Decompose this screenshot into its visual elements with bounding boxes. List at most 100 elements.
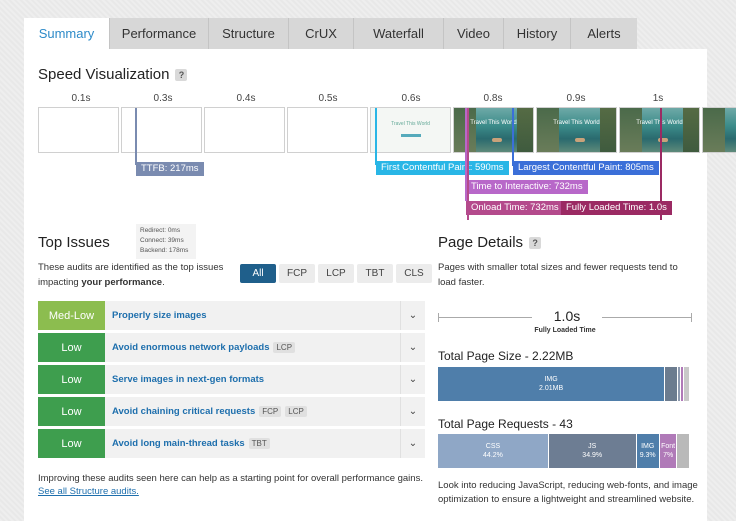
top-issues-footer: Improving these audits seen here can hel…	[38, 473, 423, 484]
fcp-marker-line	[375, 108, 377, 165]
tab-performance[interactable]: Performance	[110, 18, 209, 49]
tab-structure[interactable]: Structure	[209, 18, 289, 49]
chevron-down-icon[interactable]: ⌄	[400, 301, 425, 330]
tab-alerts[interactable]: Alerts	[571, 18, 637, 49]
issue-title-text: Avoid enormous network payloads	[112, 342, 270, 353]
page-details-heading: Page Details	[438, 234, 524, 251]
ttfb-marker[interactable]: TTFB: 217ms	[136, 162, 204, 176]
time-label: 1s	[652, 93, 664, 104]
ttfb-connect: Connect: 39ms	[140, 237, 184, 244]
filmstrip-frame[interactable]: Travel This World	[370, 107, 451, 153]
page-size-bar: IMG 2.01MB	[438, 367, 689, 401]
issue-row[interactable]: Low Avoid enormous network payloads LCP ⌄	[38, 333, 425, 362]
fully-loaded-label: Fully Loaded Time	[534, 327, 596, 334]
filmstrip-frame[interactable]	[204, 107, 285, 153]
summary-panel: Speed Visualization ? 0.1s 0.3s 0.4s 0.5…	[24, 49, 736, 521]
page-size-segment-label: IMG	[544, 376, 558, 383]
chevron-down-icon[interactable]: ⌄	[400, 429, 425, 458]
page-requests-title: Total Page Requests - 43	[438, 417, 573, 431]
fully-loaded-marker-line	[660, 108, 662, 220]
ttfb-marker-line	[135, 108, 137, 165]
tti-marker[interactable]: Time to Interactive: 732ms	[466, 180, 588, 194]
description-text: These audits are identified as the top i…	[38, 262, 224, 288]
page-size-segment[interactable]: IMG 2.01MB	[438, 367, 666, 401]
page-details-title: Page Details ?	[438, 234, 542, 251]
page-requests-segment[interactable]: CSS 44.2%	[438, 434, 549, 468]
filter-fcp[interactable]: FCP	[279, 264, 315, 283]
frame-cliff	[683, 108, 699, 152]
page-requests-segment[interactable]: JS 34.9%	[548, 434, 637, 468]
time-labels: 0.1s 0.3s 0.4s 0.5s 0.6s 0.8s 0.9s 1s	[24, 93, 707, 107]
tab-summary[interactable]: Summary	[24, 18, 110, 49]
fcp-marker[interactable]: First Contentful Paint: 590ms	[376, 161, 509, 175]
audit-filters: All FCP LCP TBT CLS	[240, 264, 432, 283]
tab-waterfall[interactable]: Waterfall	[354, 18, 444, 49]
time-label: 0.9s	[566, 93, 586, 104]
help-icon[interactable]: ?	[529, 236, 542, 249]
description-bold: your performance	[81, 277, 163, 288]
onload-marker[interactable]: Onload Time: 732ms	[466, 201, 564, 215]
frame-boat	[575, 138, 585, 142]
onload-marker-line	[467, 108, 469, 220]
page-requests-bar: CSS 44.2% JS 34.9% IMG 9.3% Font 7%	[438, 434, 689, 468]
page-size-segment[interactable]	[665, 367, 678, 401]
filmstrip-frame[interactable]: Travel This World	[619, 107, 700, 153]
page-size-segment[interactable]	[681, 367, 685, 401]
page-requests-segment[interactable]: Font 7%	[659, 434, 678, 468]
page-requests-segment-value: 9.3%	[639, 452, 656, 459]
page-requests-segment[interactable]	[677, 434, 689, 468]
issue-row[interactable]: Med-Low Properly size images ⌄	[38, 301, 425, 330]
ttfb-backend: Backend: 178ms	[140, 247, 189, 254]
chevron-down-icon[interactable]: ⌄	[400, 333, 425, 362]
filmstrip-frame[interactable]	[702, 107, 736, 153]
tab-history[interactable]: History	[504, 18, 571, 49]
issue-title: Avoid enormous network payloads LCP	[112, 342, 400, 353]
metric-badge: FCP	[259, 406, 282, 417]
structure-audits-link[interactable]: See all Structure audits.	[38, 486, 139, 497]
tab-video[interactable]: Video	[444, 18, 504, 49]
filter-tbt[interactable]: TBT	[357, 264, 393, 283]
fully-loaded-tick	[691, 313, 692, 322]
description-text: .	[162, 277, 165, 288]
chevron-down-icon[interactable]: ⌄	[400, 365, 425, 394]
time-label: 0.5s	[318, 93, 338, 104]
issue-row[interactable]: Low Avoid long main-thread tasks TBT ⌄	[38, 429, 425, 458]
filter-cls[interactable]: CLS	[396, 264, 432, 283]
issue-row[interactable]: Low Serve images in next-gen formats ⌄	[38, 365, 425, 394]
help-icon[interactable]: ?	[175, 68, 188, 81]
filmstrip-frame[interactable]	[287, 107, 368, 153]
filter-lcp[interactable]: LCP	[318, 264, 354, 283]
frame-boat	[492, 138, 502, 142]
page-requests-segment-label: CSS	[485, 443, 501, 450]
tab-crux[interactable]: CrUX	[289, 18, 354, 49]
page-size-segment[interactable]	[677, 367, 682, 401]
fully-loaded-marker[interactable]: Fully Loaded Time: 1.0s	[561, 201, 672, 215]
lcp-marker[interactable]: Largest Contentful Paint: 805ms	[513, 161, 659, 175]
page-size-segment[interactable]	[684, 367, 689, 401]
issue-title: Avoid long main-thread tasks TBT	[112, 438, 400, 449]
frame-cliff	[620, 108, 642, 152]
time-label: 0.8s	[483, 93, 503, 104]
filmstrip-frame[interactable]	[38, 107, 119, 153]
chevron-down-icon[interactable]: ⌄	[400, 397, 425, 426]
issue-row[interactable]: Low Avoid chaining critical requests FCP L…	[38, 397, 425, 426]
frame-title: Travel This World	[553, 120, 600, 126]
time-label: 0.6s	[401, 93, 421, 104]
top-issues-title: Top Issues	[38, 234, 110, 251]
filmstrip-frame[interactable]: Travel This World	[536, 107, 617, 153]
filter-all[interactable]: All	[240, 264, 276, 283]
time-label: 0.1s	[71, 93, 91, 104]
page-size-segment-value: 2.01MB	[539, 385, 564, 392]
filmstrip-frame[interactable]	[121, 107, 202, 153]
frame-title: Travel This World	[391, 121, 430, 127]
frame-title: Travel This World	[470, 120, 517, 126]
issue-title: Avoid chaining critical requests FCP LCP	[112, 406, 400, 417]
frame-cliff	[537, 108, 559, 152]
page-requests-segment-value: 7%	[663, 452, 674, 459]
page-size-title: Total Page Size - 2.22MB	[438, 349, 574, 363]
lcp-marker-line	[512, 108, 514, 166]
metric-badge: LCP	[273, 342, 296, 353]
time-label: 0.4s	[236, 93, 256, 104]
page-requests-segment[interactable]: IMG 9.3%	[636, 434, 660, 468]
page-details-footer: Look into reducing JavaScript, reducing …	[438, 480, 698, 505]
